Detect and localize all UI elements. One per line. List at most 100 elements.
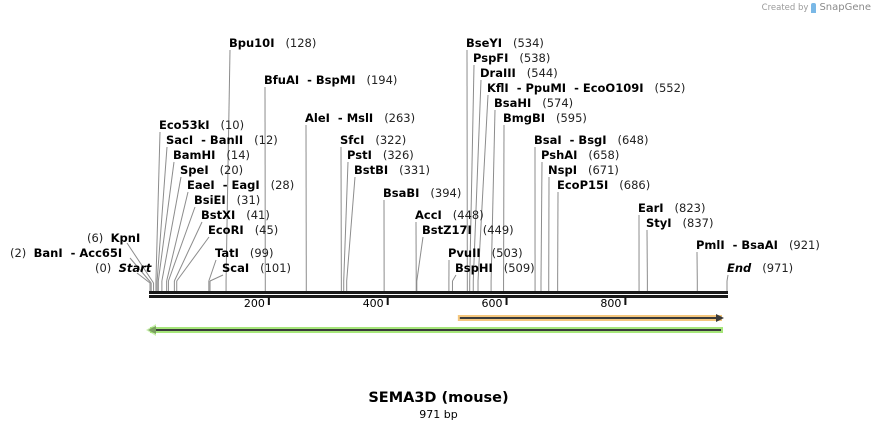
site-position: (538) [519, 51, 551, 65]
map-title: SEMA3D (mouse) [368, 390, 509, 406]
site-label-pspfi[interactable]: PspFI (538) [473, 51, 550, 65]
site-label-kpni[interactable]: (6) KpnI [87, 231, 140, 245]
site-label-bsabi[interactable]: BsaBI (394) [383, 186, 461, 200]
site-name: BmgBI [503, 111, 546, 125]
site-name: NspI [548, 163, 577, 177]
site-position: (837) [682, 216, 714, 230]
site-name: BfuAI - BspMI [264, 73, 356, 87]
site-name: DraIII [480, 66, 516, 80]
site-label-bstz17i[interactable]: BstZ17I (449) [422, 223, 514, 237]
site-position: (194) [366, 73, 398, 87]
site-label-bsphi[interactable]: BspHI (509) [455, 261, 535, 275]
site-name: End [727, 261, 752, 275]
leader-line [155, 131, 161, 282]
site-name: Bpu10I [229, 36, 275, 50]
site-label-alei-msli[interactable]: AleI - MslI (263) [305, 111, 415, 125]
orange-feature-arrow-icon [716, 314, 724, 322]
site-name: AccI [415, 208, 442, 222]
leader-line [176, 236, 210, 282]
site-position: (0) [95, 261, 112, 275]
leader-line [173, 221, 203, 282]
site-name: PshAI [541, 148, 578, 162]
leader-line [126, 242, 154, 284]
site-label-pshai[interactable]: PshAI (658) [541, 148, 619, 162]
site-label-bseyi[interactable]: BseYI (534) [466, 36, 544, 50]
site-label-styi[interactable]: StyI (837) [646, 216, 713, 230]
site-label-saci-banii[interactable]: SacI - BanII (12) [166, 133, 278, 147]
leader-line [136, 272, 151, 284]
leader-line [346, 176, 356, 282]
snapgene-credit: Created by SnapGene [762, 2, 871, 13]
site-label-eaei-eagi[interactable]: EaeI - EagI (28) [187, 178, 294, 192]
site-name: BsiEI [194, 193, 226, 207]
axis-tick [267, 297, 270, 305]
site-label-nspi[interactable]: NspI (671) [548, 163, 619, 177]
site-position: (823) [674, 201, 706, 215]
credit-prefix: Created by [761, 2, 809, 13]
site-name: PspFI [473, 51, 509, 65]
leader-line [167, 206, 196, 282]
site-position: (648) [617, 133, 649, 147]
site-position: (686) [619, 178, 651, 192]
leader-line [166, 191, 189, 282]
site-position: (31) [236, 193, 261, 207]
site-label-end[interactable]: End (971) [727, 261, 793, 275]
site-label-pvuii[interactable]: PvuII (503) [448, 246, 523, 260]
site-position: (448) [452, 208, 484, 222]
site-name: BsaBI [383, 186, 420, 200]
site-name: SfcI [340, 133, 365, 147]
site-label-bstxi[interactable]: BstXI (41) [201, 208, 270, 222]
site-label-kfli-ppumi-ecoo109i[interactable]: KflI - PpuMI - EcoO109I (552) [487, 81, 685, 95]
site-name: BsaI - BsgI [534, 133, 607, 147]
site-label-start[interactable]: (0) Start [95, 261, 151, 275]
site-label-bani-acc65i[interactable]: (2) BanI - Acc65I [10, 246, 122, 260]
site-position: (509) [503, 261, 535, 275]
axis-tick [386, 297, 389, 305]
green-feature-arrowhead-halo [146, 324, 156, 336]
site-position: (2) [10, 246, 27, 260]
site-position: (6) [87, 231, 104, 245]
site-label-bstbi[interactable]: BstBI (331) [354, 163, 430, 177]
site-name: KpnI [110, 231, 141, 245]
site-label-pmli-bsaai[interactable]: PmlI - BsaAI (921) [696, 238, 820, 252]
site-label-bpu10i[interactable]: Bpu10I (128) [229, 36, 316, 50]
axis-tick-label: 400 [362, 297, 384, 310]
site-name: EaeI - EagI [187, 178, 260, 192]
site-label-bsahi[interactable]: BsaHI (574) [494, 96, 573, 110]
site-position: (20) [219, 163, 244, 177]
leader-line [490, 109, 496, 282]
site-name: BstXI [201, 208, 236, 222]
site-label-bamhi[interactable]: BamHI (14) [173, 148, 250, 162]
site-label-spei[interactable]: SpeI (20) [180, 163, 243, 177]
site-label-bsiei[interactable]: BsiEI (31) [194, 193, 260, 207]
site-label-draiii[interactable]: DraIII (544) [480, 66, 558, 80]
site-position: (671) [587, 163, 619, 177]
site-label-eco53ki[interactable]: Eco53kI (10) [159, 118, 244, 132]
backbone-top-strand [149, 291, 728, 294]
site-position: (99) [249, 246, 274, 260]
site-label-bsai-bsgi[interactable]: BsaI - BsgI (648) [534, 133, 648, 147]
site-name: EcoRI [208, 223, 244, 237]
site-name: PmlI - BsaAI [696, 238, 778, 252]
leader-line [209, 274, 224, 282]
site-label-sfci[interactable]: SfcI (322) [340, 133, 406, 147]
site-label-eari[interactable]: EarI (823) [638, 201, 705, 215]
site-label-scai[interactable]: ScaI (101) [222, 261, 291, 275]
site-label-bmgbi[interactable]: BmgBI (595) [503, 111, 587, 125]
site-label-ecop15i[interactable]: EcoP15I (686) [557, 178, 650, 192]
site-label-ecori[interactable]: EcoRI (45) [208, 223, 278, 237]
site-label-bfuai-bspmi[interactable]: BfuAI - BspMI (194) [264, 73, 397, 87]
axis-tick [505, 297, 508, 305]
site-name: Start [118, 261, 152, 275]
leader-line [343, 161, 349, 282]
axis-tick-label: 200 [243, 297, 265, 310]
site-name: EcoP15I [557, 178, 609, 192]
site-label-acci[interactable]: AccI (448) [415, 208, 484, 222]
site-label-psti[interactable]: PstI (326) [347, 148, 414, 162]
site-label-tati[interactable]: TatI (99) [215, 246, 273, 260]
site-name: BseYI [466, 36, 503, 50]
leader-line [157, 161, 175, 282]
site-position: (326) [382, 148, 414, 162]
